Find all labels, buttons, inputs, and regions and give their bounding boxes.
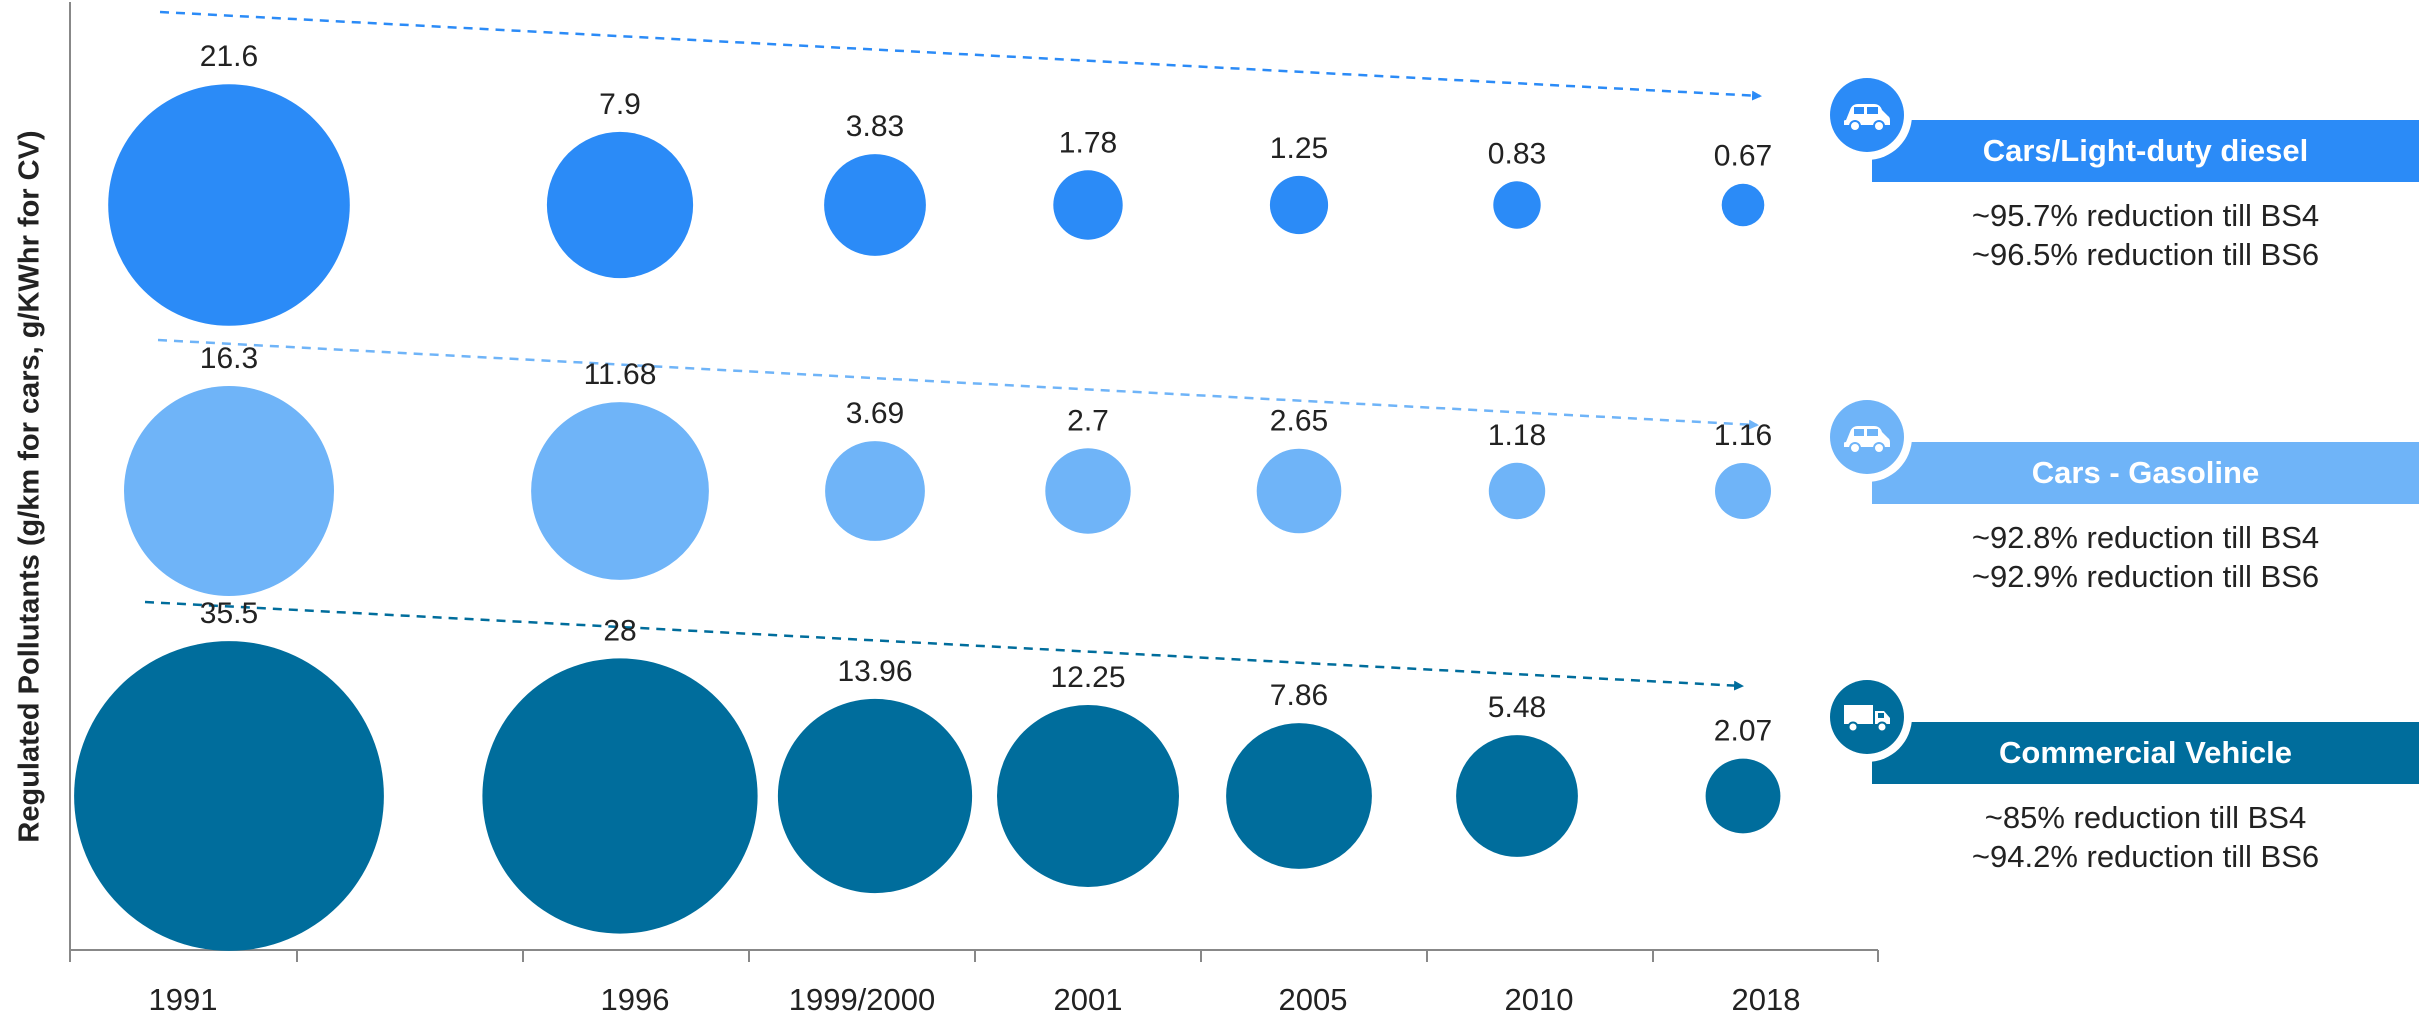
bubble bbox=[108, 84, 350, 326]
x-tick-label: 1999/2000 bbox=[789, 982, 936, 1017]
bubble bbox=[546, 131, 694, 279]
bubble bbox=[531, 402, 709, 580]
legend-title: Cars - Gasoline bbox=[1872, 442, 2419, 504]
reduction-bs6: ~92.9% reduction till BS6 bbox=[1971, 559, 2320, 594]
data-label: 1.16 bbox=[1714, 419, 1772, 452]
x-tick-label: 2010 bbox=[1505, 982, 1574, 1017]
bubble bbox=[997, 705, 1179, 887]
x-tick-label: 2001 bbox=[1054, 982, 1123, 1017]
data-label: 21.6 bbox=[200, 40, 258, 73]
badge bbox=[1822, 672, 1912, 762]
data-label: 11.68 bbox=[584, 358, 657, 391]
legend-note: ~85% reduction till BS4 ~94.2% reduction… bbox=[1872, 798, 2419, 876]
data-label: 2.65 bbox=[1270, 405, 1328, 438]
x-tick-label: 2005 bbox=[1279, 982, 1348, 1017]
data-label: 28 bbox=[603, 614, 636, 647]
data-label: 13.96 bbox=[837, 655, 912, 688]
bubble bbox=[1256, 448, 1342, 534]
trend-arrow bbox=[144, 600, 1744, 691]
bubble bbox=[1493, 181, 1541, 229]
bubble bbox=[124, 386, 334, 596]
bubble bbox=[1226, 723, 1372, 869]
data-label: 16.3 bbox=[200, 342, 258, 375]
car-icon bbox=[1830, 400, 1904, 474]
bubble bbox=[1269, 175, 1329, 235]
data-label: 5.48 bbox=[1488, 691, 1546, 724]
data-label: 1.18 bbox=[1488, 419, 1546, 452]
bubble bbox=[1705, 758, 1781, 834]
bubble bbox=[1456, 735, 1578, 857]
x-tick-label: 2018 bbox=[1732, 982, 1801, 1017]
data-label: 35.5 bbox=[200, 597, 258, 630]
legend-title: Commercial Vehicle bbox=[1872, 722, 2419, 784]
x-tick-label: 1991 bbox=[149, 982, 218, 1017]
y-axis-label: Regulated Pollutants (g/km for cars, g/K… bbox=[13, 130, 46, 843]
bubble bbox=[825, 441, 925, 541]
legend-note: ~95.7% reduction till BS4 ~96.5% reducti… bbox=[1872, 196, 2419, 274]
legend-title: Cars/Light-duty diesel bbox=[1872, 120, 2419, 182]
bubble bbox=[1721, 183, 1765, 227]
bubble bbox=[777, 698, 973, 894]
bubble bbox=[1045, 448, 1131, 534]
bubble bbox=[1715, 463, 1771, 519]
data-label: 12.25 bbox=[1050, 661, 1125, 694]
data-label: 1.25 bbox=[1270, 132, 1328, 165]
data-label: 2.07 bbox=[1714, 715, 1772, 748]
x-tick-label: 1996 bbox=[601, 982, 670, 1017]
trend-arrow bbox=[157, 338, 1759, 430]
data-label: 0.67 bbox=[1714, 140, 1772, 173]
data-label: 1.78 bbox=[1059, 126, 1117, 159]
reduction-bs6: ~94.2% reduction till BS6 bbox=[1971, 839, 2320, 874]
reduction-bs4: ~85% reduction till BS4 bbox=[1984, 800, 2307, 835]
bubble bbox=[482, 658, 758, 934]
data-label: 7.86 bbox=[1270, 679, 1328, 712]
badge bbox=[1822, 392, 1912, 482]
data-label: 2.7 bbox=[1067, 404, 1109, 437]
bubble bbox=[824, 154, 926, 256]
trend-arrow bbox=[159, 10, 1762, 101]
badge bbox=[1822, 70, 1912, 160]
data-label: 0.83 bbox=[1488, 137, 1546, 170]
legend-note: ~92.8% reduction till BS4 ~92.9% reducti… bbox=[1872, 518, 2419, 596]
reduction-bs4: ~95.7% reduction till BS4 bbox=[1971, 198, 2320, 233]
reduction-bs4: ~92.8% reduction till BS4 bbox=[1971, 520, 2320, 555]
bubble bbox=[1488, 462, 1546, 520]
bubble bbox=[1053, 170, 1123, 240]
reduction-bs6: ~96.5% reduction till BS6 bbox=[1971, 237, 2320, 272]
data-label: 3.69 bbox=[846, 397, 904, 430]
bubble bbox=[74, 641, 384, 951]
truck-icon bbox=[1830, 680, 1904, 754]
car-icon bbox=[1830, 78, 1904, 152]
data-label: 7.9 bbox=[599, 88, 641, 121]
data-label: 3.83 bbox=[846, 110, 904, 143]
